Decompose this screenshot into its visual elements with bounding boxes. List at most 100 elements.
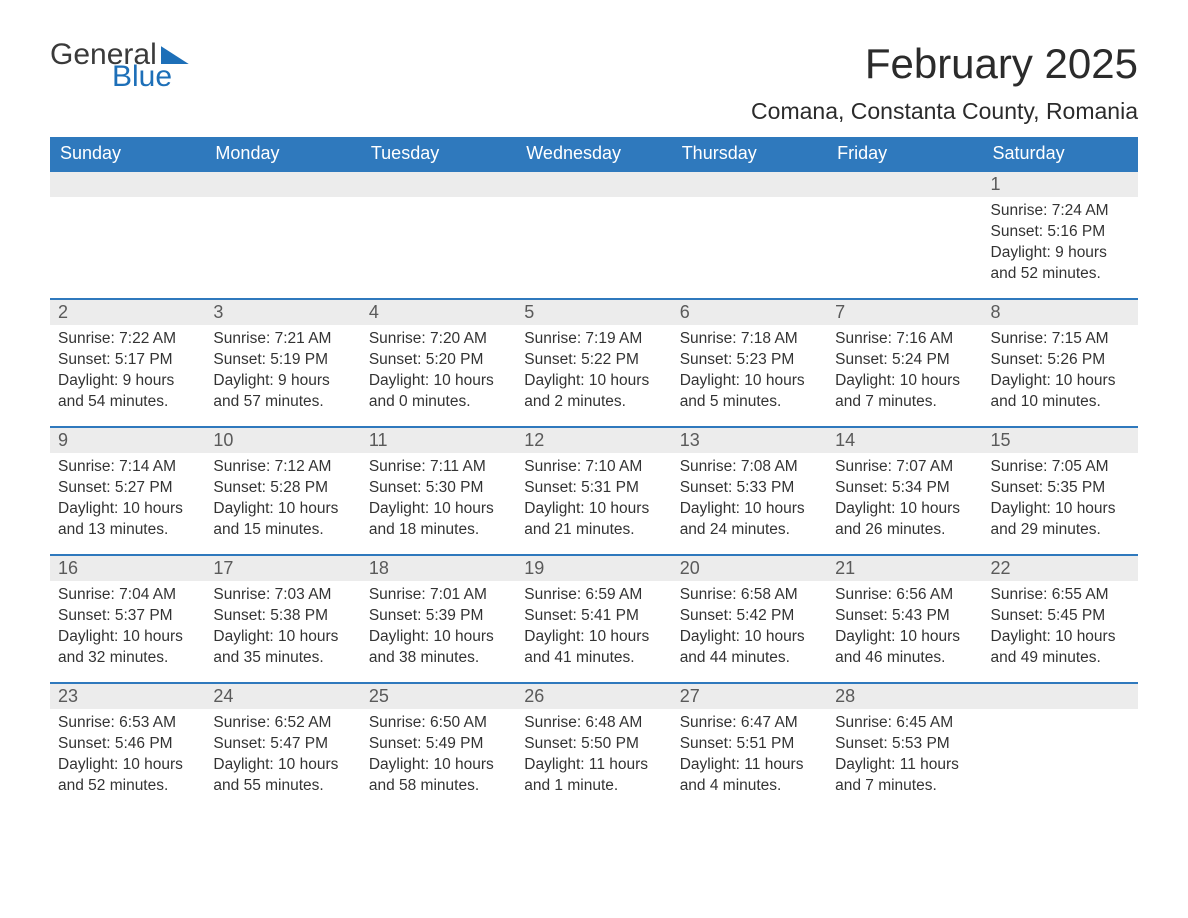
day-number: 13 xyxy=(672,428,827,453)
day-details: Sunrise: 6:55 AMSunset: 5:45 PMDaylight:… xyxy=(983,581,1138,679)
day-details: Sunrise: 7:24 AMSunset: 5:16 PMDaylight:… xyxy=(983,197,1138,295)
day-details: Sunrise: 7:20 AMSunset: 5:20 PMDaylight:… xyxy=(361,325,516,423)
calendar-day-cell: 23Sunrise: 6:53 AMSunset: 5:46 PMDayligh… xyxy=(50,683,205,811)
day-details: Sunrise: 6:47 AMSunset: 5:51 PMDaylight:… xyxy=(672,709,827,807)
day-details: Sunrise: 6:56 AMSunset: 5:43 PMDaylight:… xyxy=(827,581,982,679)
logo-word-blue: Blue xyxy=(112,62,172,92)
calendar-day-cell: 21Sunrise: 6:56 AMSunset: 5:43 PMDayligh… xyxy=(827,555,982,683)
weekday-header: Tuesday xyxy=(361,137,516,171)
day-details: Sunrise: 6:52 AMSunset: 5:47 PMDaylight:… xyxy=(205,709,360,807)
day-number: 27 xyxy=(672,684,827,709)
day-details: Sunrise: 7:11 AMSunset: 5:30 PMDaylight:… xyxy=(361,453,516,551)
calendar-week-row: 9Sunrise: 7:14 AMSunset: 5:27 PMDaylight… xyxy=(50,427,1138,555)
calendar-day-cell: 5Sunrise: 7:19 AMSunset: 5:22 PMDaylight… xyxy=(516,299,671,427)
day-details: Sunrise: 7:12 AMSunset: 5:28 PMDaylight:… xyxy=(205,453,360,551)
calendar-day-cell: 18Sunrise: 7:01 AMSunset: 5:39 PMDayligh… xyxy=(361,555,516,683)
day-number: 7 xyxy=(827,300,982,325)
calendar-day-cell xyxy=(827,171,982,299)
calendar-day-cell xyxy=(361,171,516,299)
calendar-week-row: 16Sunrise: 7:04 AMSunset: 5:37 PMDayligh… xyxy=(50,555,1138,683)
day-details: Sunrise: 7:08 AMSunset: 5:33 PMDaylight:… xyxy=(672,453,827,551)
day-number: 21 xyxy=(827,556,982,581)
day-number: 26 xyxy=(516,684,671,709)
day-number: 16 xyxy=(50,556,205,581)
calendar-day-cell xyxy=(672,171,827,299)
day-details: Sunrise: 7:14 AMSunset: 5:27 PMDaylight:… xyxy=(50,453,205,551)
calendar-day-cell: 28Sunrise: 6:45 AMSunset: 5:53 PMDayligh… xyxy=(827,683,982,811)
day-details: Sunrise: 7:19 AMSunset: 5:22 PMDaylight:… xyxy=(516,325,671,423)
calendar-day-cell xyxy=(205,171,360,299)
day-number: 20 xyxy=(672,556,827,581)
day-number xyxy=(516,172,671,197)
logo-triangle-icon xyxy=(161,46,189,64)
calendar-week-row: 23Sunrise: 6:53 AMSunset: 5:46 PMDayligh… xyxy=(50,683,1138,811)
day-number xyxy=(50,172,205,197)
calendar-day-cell: 10Sunrise: 7:12 AMSunset: 5:28 PMDayligh… xyxy=(205,427,360,555)
day-details: Sunrise: 7:21 AMSunset: 5:19 PMDaylight:… xyxy=(205,325,360,423)
day-details: Sunrise: 7:15 AMSunset: 5:26 PMDaylight:… xyxy=(983,325,1138,423)
day-details: Sunrise: 6:53 AMSunset: 5:46 PMDaylight:… xyxy=(50,709,205,807)
day-number xyxy=(205,172,360,197)
location-subtitle: Comana, Constanta County, Romania xyxy=(751,98,1138,125)
day-number: 17 xyxy=(205,556,360,581)
calendar-day-cell xyxy=(50,171,205,299)
day-details xyxy=(361,197,516,211)
weekday-header: Friday xyxy=(827,137,982,171)
weekday-header: Thursday xyxy=(672,137,827,171)
day-number: 14 xyxy=(827,428,982,453)
calendar-week-row: 1Sunrise: 7:24 AMSunset: 5:16 PMDaylight… xyxy=(50,171,1138,299)
day-details: Sunrise: 7:04 AMSunset: 5:37 PMDaylight:… xyxy=(50,581,205,679)
calendar-table: SundayMondayTuesdayWednesdayThursdayFrid… xyxy=(50,137,1138,811)
day-number: 22 xyxy=(983,556,1138,581)
calendar-day-cell: 13Sunrise: 7:08 AMSunset: 5:33 PMDayligh… xyxy=(672,427,827,555)
calendar-day-cell: 19Sunrise: 6:59 AMSunset: 5:41 PMDayligh… xyxy=(516,555,671,683)
day-number: 6 xyxy=(672,300,827,325)
day-details: Sunrise: 7:16 AMSunset: 5:24 PMDaylight:… xyxy=(827,325,982,423)
day-number: 25 xyxy=(361,684,516,709)
day-details: Sunrise: 7:07 AMSunset: 5:34 PMDaylight:… xyxy=(827,453,982,551)
day-details: Sunrise: 6:58 AMSunset: 5:42 PMDaylight:… xyxy=(672,581,827,679)
day-details: Sunrise: 7:03 AMSunset: 5:38 PMDaylight:… xyxy=(205,581,360,679)
weekday-header: Monday xyxy=(205,137,360,171)
calendar-day-cell xyxy=(516,171,671,299)
day-details: Sunrise: 7:18 AMSunset: 5:23 PMDaylight:… xyxy=(672,325,827,423)
day-details: Sunrise: 7:01 AMSunset: 5:39 PMDaylight:… xyxy=(361,581,516,679)
calendar-day-cell: 25Sunrise: 6:50 AMSunset: 5:49 PMDayligh… xyxy=(361,683,516,811)
day-number xyxy=(827,172,982,197)
day-number: 2 xyxy=(50,300,205,325)
calendar-day-cell: 1Sunrise: 7:24 AMSunset: 5:16 PMDaylight… xyxy=(983,171,1138,299)
day-number: 5 xyxy=(516,300,671,325)
day-number: 12 xyxy=(516,428,671,453)
day-details xyxy=(205,197,360,211)
calendar-week-row: 2Sunrise: 7:22 AMSunset: 5:17 PMDaylight… xyxy=(50,299,1138,427)
weekday-header: Saturday xyxy=(983,137,1138,171)
day-number: 8 xyxy=(983,300,1138,325)
day-details: Sunrise: 7:10 AMSunset: 5:31 PMDaylight:… xyxy=(516,453,671,551)
day-number: 4 xyxy=(361,300,516,325)
day-details xyxy=(827,197,982,211)
day-number: 15 xyxy=(983,428,1138,453)
day-details xyxy=(672,197,827,211)
calendar-day-cell: 6Sunrise: 7:18 AMSunset: 5:23 PMDaylight… xyxy=(672,299,827,427)
calendar-day-cell: 4Sunrise: 7:20 AMSunset: 5:20 PMDaylight… xyxy=(361,299,516,427)
calendar-day-cell: 2Sunrise: 7:22 AMSunset: 5:17 PMDaylight… xyxy=(50,299,205,427)
day-details xyxy=(516,197,671,211)
day-number: 10 xyxy=(205,428,360,453)
title-block: February 2025 Comana, Constanta County, … xyxy=(751,40,1138,125)
day-details: Sunrise: 6:45 AMSunset: 5:53 PMDaylight:… xyxy=(827,709,982,807)
day-number: 18 xyxy=(361,556,516,581)
month-title: February 2025 xyxy=(751,40,1138,88)
calendar-day-cell xyxy=(983,683,1138,811)
calendar-day-cell: 22Sunrise: 6:55 AMSunset: 5:45 PMDayligh… xyxy=(983,555,1138,683)
day-number: 1 xyxy=(983,172,1138,197)
header: General Blue February 2025 Comana, Const… xyxy=(50,40,1138,125)
day-number xyxy=(672,172,827,197)
day-number: 9 xyxy=(50,428,205,453)
day-details: Sunrise: 7:22 AMSunset: 5:17 PMDaylight:… xyxy=(50,325,205,423)
day-number: 11 xyxy=(361,428,516,453)
calendar-day-cell: 27Sunrise: 6:47 AMSunset: 5:51 PMDayligh… xyxy=(672,683,827,811)
calendar-day-cell: 8Sunrise: 7:15 AMSunset: 5:26 PMDaylight… xyxy=(983,299,1138,427)
day-number: 28 xyxy=(827,684,982,709)
day-details: Sunrise: 6:48 AMSunset: 5:50 PMDaylight:… xyxy=(516,709,671,807)
day-number xyxy=(983,684,1138,709)
